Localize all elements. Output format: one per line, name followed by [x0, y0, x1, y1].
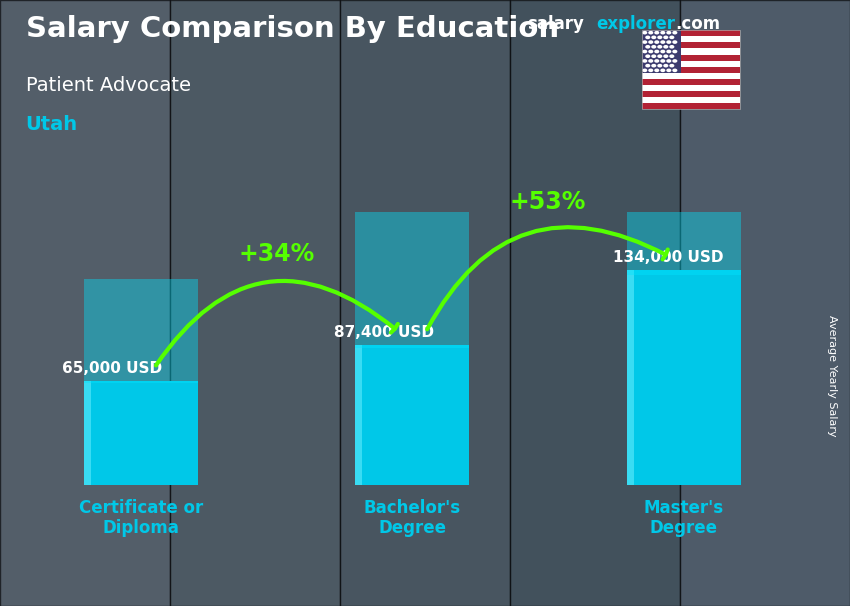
Text: 134,000 USD: 134,000 USD — [613, 250, 723, 265]
Text: 87,400 USD: 87,400 USD — [333, 325, 434, 339]
Text: 65,000 USD: 65,000 USD — [62, 361, 162, 376]
Bar — [626, 270, 740, 485]
Bar — [355, 345, 469, 485]
Text: explorer: explorer — [597, 15, 676, 33]
Bar — [355, 208, 469, 348]
Bar — [84, 381, 91, 485]
Text: +53%: +53% — [510, 190, 586, 214]
Text: Patient Advocate: Patient Advocate — [26, 76, 190, 95]
Bar — [626, 270, 633, 485]
Text: Utah: Utah — [26, 115, 77, 134]
Text: Average Yearly Salary: Average Yearly Salary — [827, 315, 837, 436]
Text: +34%: +34% — [238, 242, 314, 266]
Text: salary: salary — [527, 15, 584, 33]
Bar — [355, 345, 362, 485]
Text: Salary Comparison By Education: Salary Comparison By Education — [26, 15, 558, 43]
Bar — [84, 279, 198, 383]
Bar — [84, 381, 198, 485]
Text: .com: .com — [675, 15, 720, 33]
Bar — [626, 60, 740, 275]
